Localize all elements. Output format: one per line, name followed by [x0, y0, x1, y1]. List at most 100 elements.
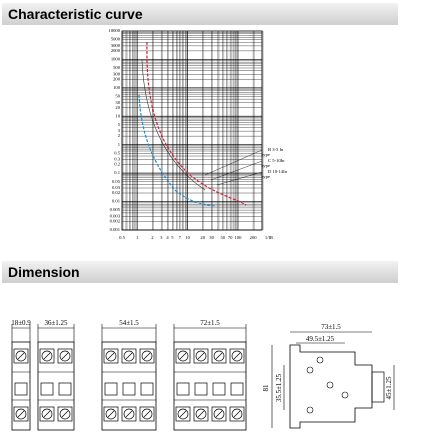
curve-label: type [262, 163, 270, 168]
module-body [101, 341, 157, 431]
terminal [211, 406, 227, 422]
x-tick-label: 200 [250, 235, 258, 240]
x-tick-label: 4 [166, 235, 169, 240]
screw-slot [143, 410, 151, 418]
side-hole [316, 356, 324, 364]
x-tick-label: 2 [151, 235, 154, 240]
y-tick-label: 0.001 [110, 227, 121, 232]
screw [231, 350, 243, 362]
screw [231, 408, 243, 420]
dim-label: 36±1.25 [44, 319, 68, 327]
leader-line [216, 171, 263, 186]
y-tick-label: 0.2 [114, 162, 120, 167]
curve-label: D 10-14In [268, 169, 288, 174]
toggle [104, 382, 118, 396]
y-tick-label: 50 [115, 93, 120, 98]
y-tick-label: 10 [115, 113, 120, 118]
header-bar [2, 261, 398, 283]
screw [105, 408, 117, 420]
screw-slot [17, 352, 25, 360]
toggle [40, 382, 54, 396]
curve-label: C 5-10In [268, 158, 285, 163]
screw [213, 408, 225, 420]
y-tick-label: 1000 [111, 56, 121, 61]
y-tick-label: 200 [113, 76, 121, 81]
screw [41, 350, 53, 362]
screw [141, 350, 153, 362]
module-body [37, 341, 75, 431]
screw-slot [233, 410, 241, 418]
screw-slot [143, 352, 151, 360]
side-hole [326, 381, 334, 389]
dim-label: 18±0.9 [11, 319, 31, 327]
terminal [175, 348, 191, 364]
terminal [103, 348, 119, 364]
screw-slot [107, 410, 115, 418]
y-tick-label: 0.03 [112, 185, 121, 190]
y-tick-label: 300 [113, 71, 121, 76]
y-tick-label: 10000 [109, 28, 121, 33]
side-hole [306, 406, 314, 414]
x-tick-label: 3 [160, 235, 163, 240]
leader-line [204, 149, 263, 176]
y-tick-label: 0.3 [114, 157, 120, 162]
screw-slot [197, 352, 205, 360]
x-tick-label: 30 [209, 235, 214, 240]
curve-label: B 3-5 In [268, 147, 284, 152]
toggle [194, 382, 208, 396]
terminal [139, 406, 155, 422]
curve-chart: 1000050003000200010005003002001005030201… [109, 28, 288, 240]
terminal [13, 406, 29, 422]
side-outline [289, 344, 373, 429]
screw-slot [215, 410, 223, 418]
dim-label: 81 [262, 384, 270, 392]
screw [15, 408, 27, 420]
x-tick-label: 1 [136, 235, 139, 240]
terminal [121, 406, 137, 422]
toggle [14, 382, 28, 396]
screw [195, 350, 207, 362]
x-tick-label: 20 [200, 235, 205, 240]
terminal [229, 348, 245, 364]
screw-slot [61, 352, 69, 360]
y-tick-label: 0.002 [110, 219, 121, 224]
screw [177, 408, 189, 420]
screw-slot [61, 410, 69, 418]
dim-label: 45±1.25 [385, 376, 393, 400]
side-hole [341, 391, 349, 399]
screw [177, 350, 189, 362]
y-tick-label: 0.005 [110, 207, 121, 212]
toggle [230, 382, 244, 396]
screw-slot [125, 410, 133, 418]
terminal [139, 348, 155, 364]
screw-slot [197, 410, 205, 418]
terminal [57, 406, 73, 422]
screw [105, 350, 117, 362]
curve-red [146, 41, 247, 206]
curve-label: type [262, 152, 270, 157]
screw [15, 350, 27, 362]
terminal [39, 406, 55, 422]
y-tick-label: 30 [115, 100, 120, 105]
side-rail [371, 371, 385, 403]
dim-label: 72±1.5 [200, 319, 220, 327]
terminal [193, 406, 209, 422]
terminal [57, 348, 73, 364]
screw [59, 350, 71, 362]
dim-label: 49.5±1.25 [306, 335, 335, 343]
curve-label: type [262, 174, 270, 179]
screw-slot [43, 352, 51, 360]
y-tick-label: 2000 [111, 48, 121, 53]
module-body [173, 341, 247, 431]
x-tick-label: 50 [220, 235, 225, 240]
y-tick-label: 5 [118, 122, 121, 127]
y-tick-label: 0.01 [112, 199, 121, 204]
dim-label: 73±1.5 [321, 323, 341, 331]
toggle [58, 382, 72, 396]
side-hole [306, 366, 314, 374]
x-tick-label: 5 [171, 235, 174, 240]
terminal [193, 348, 209, 364]
terminal [229, 406, 245, 422]
y-tick-label: 500 [113, 65, 121, 70]
screw-slot [125, 352, 133, 360]
